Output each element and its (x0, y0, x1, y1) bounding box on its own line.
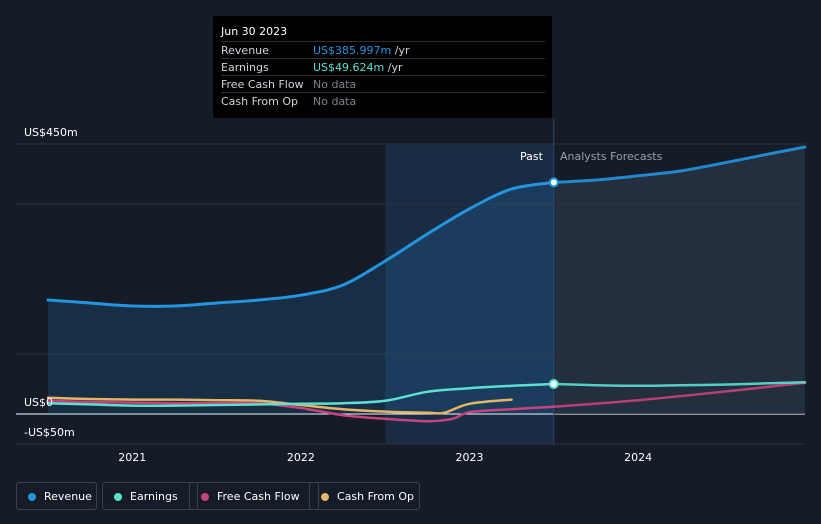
tooltip-value-cash-from-op: No data (313, 95, 357, 108)
revenue-line-forecast (552, 145, 807, 184)
tooltip-row-revenue: Revenue US$385.997m /yr (221, 41, 545, 59)
y-tick-label-top: US$450m (24, 126, 78, 139)
y-tick-label-bottom: -US$50m (24, 426, 75, 439)
x-tick-label-2023: 2023 (455, 451, 484, 464)
y-tick-label-zero: US$0 (24, 396, 54, 409)
free-cash-flow-line-past (46, 399, 556, 423)
tooltip-label-free-cash-flow: Free Cash Flow (221, 78, 304, 91)
line-layer (46, 145, 807, 423)
revenue-area-forecast (553, 147, 805, 414)
earnings-line-past (46, 382, 556, 407)
legend-dot-revenue (28, 493, 36, 501)
x-tick-label-2024: 2024 (624, 451, 653, 464)
legend-dot-free-cash-flow (201, 493, 209, 501)
legend-label-earnings: Earnings (130, 490, 178, 503)
legend-item-cash-from-op[interactable]: Cash From Op (309, 482, 420, 510)
marker-layer (548, 177, 559, 389)
tooltip-label-cash-from-op: Cash From Op (221, 95, 299, 108)
x-tick-label-2021: 2021 (118, 451, 147, 464)
tooltip-label-revenue: Revenue (221, 44, 269, 57)
earnings-line-forecast (552, 380, 807, 388)
tooltip-date: Jun 30 2023 (221, 25, 288, 38)
area-layer (48, 147, 805, 414)
tooltip-row-earnings: Earnings US$49.624m /yr (221, 58, 545, 76)
forecast-region-label: Analysts Forecasts (560, 150, 663, 163)
tooltip-value-earnings: US$49.624m (313, 61, 385, 74)
past-region-label: Past (520, 150, 543, 163)
legend-label-free-cash-flow: Free Cash Flow (217, 490, 300, 503)
legend-item-earnings[interactable]: Earnings (102, 482, 198, 510)
revenue-area-past (48, 182, 554, 414)
tooltip-value-revenue: US$385.997m (313, 44, 392, 57)
free-cash-flow-line-forecast (552, 381, 807, 409)
x-tick-label-2022: 2022 (286, 451, 315, 464)
tooltip-label-earnings: Earnings (221, 61, 269, 74)
data-tooltip: Jun 30 2023 Revenue US$385.997m /yr Earn… (213, 16, 552, 118)
tooltip-value-free-cash-flow: No data (313, 78, 357, 91)
tooltip-unit-earnings: /yr (387, 61, 403, 74)
tooltip-row-cash-from-op: Cash From Op No data (221, 92, 545, 110)
revenue-marker (548, 177, 559, 188)
revenue-line-past (46, 180, 556, 308)
tooltip-unit-revenue: /yr (394, 44, 410, 57)
legend-item-revenue[interactable]: Revenue (16, 482, 97, 510)
legend-label-cash-from-op: Cash From Op (337, 490, 415, 503)
earnings-marker (548, 379, 559, 389)
legend-item-free-cash-flow[interactable]: Free Cash Flow (189, 482, 319, 510)
legend-dot-earnings (114, 493, 122, 501)
tooltip-row-free-cash-flow: Free Cash Flow No data (221, 75, 545, 93)
legend-dot-cash-from-op (321, 493, 329, 501)
legend-label-revenue: Revenue (44, 490, 92, 503)
